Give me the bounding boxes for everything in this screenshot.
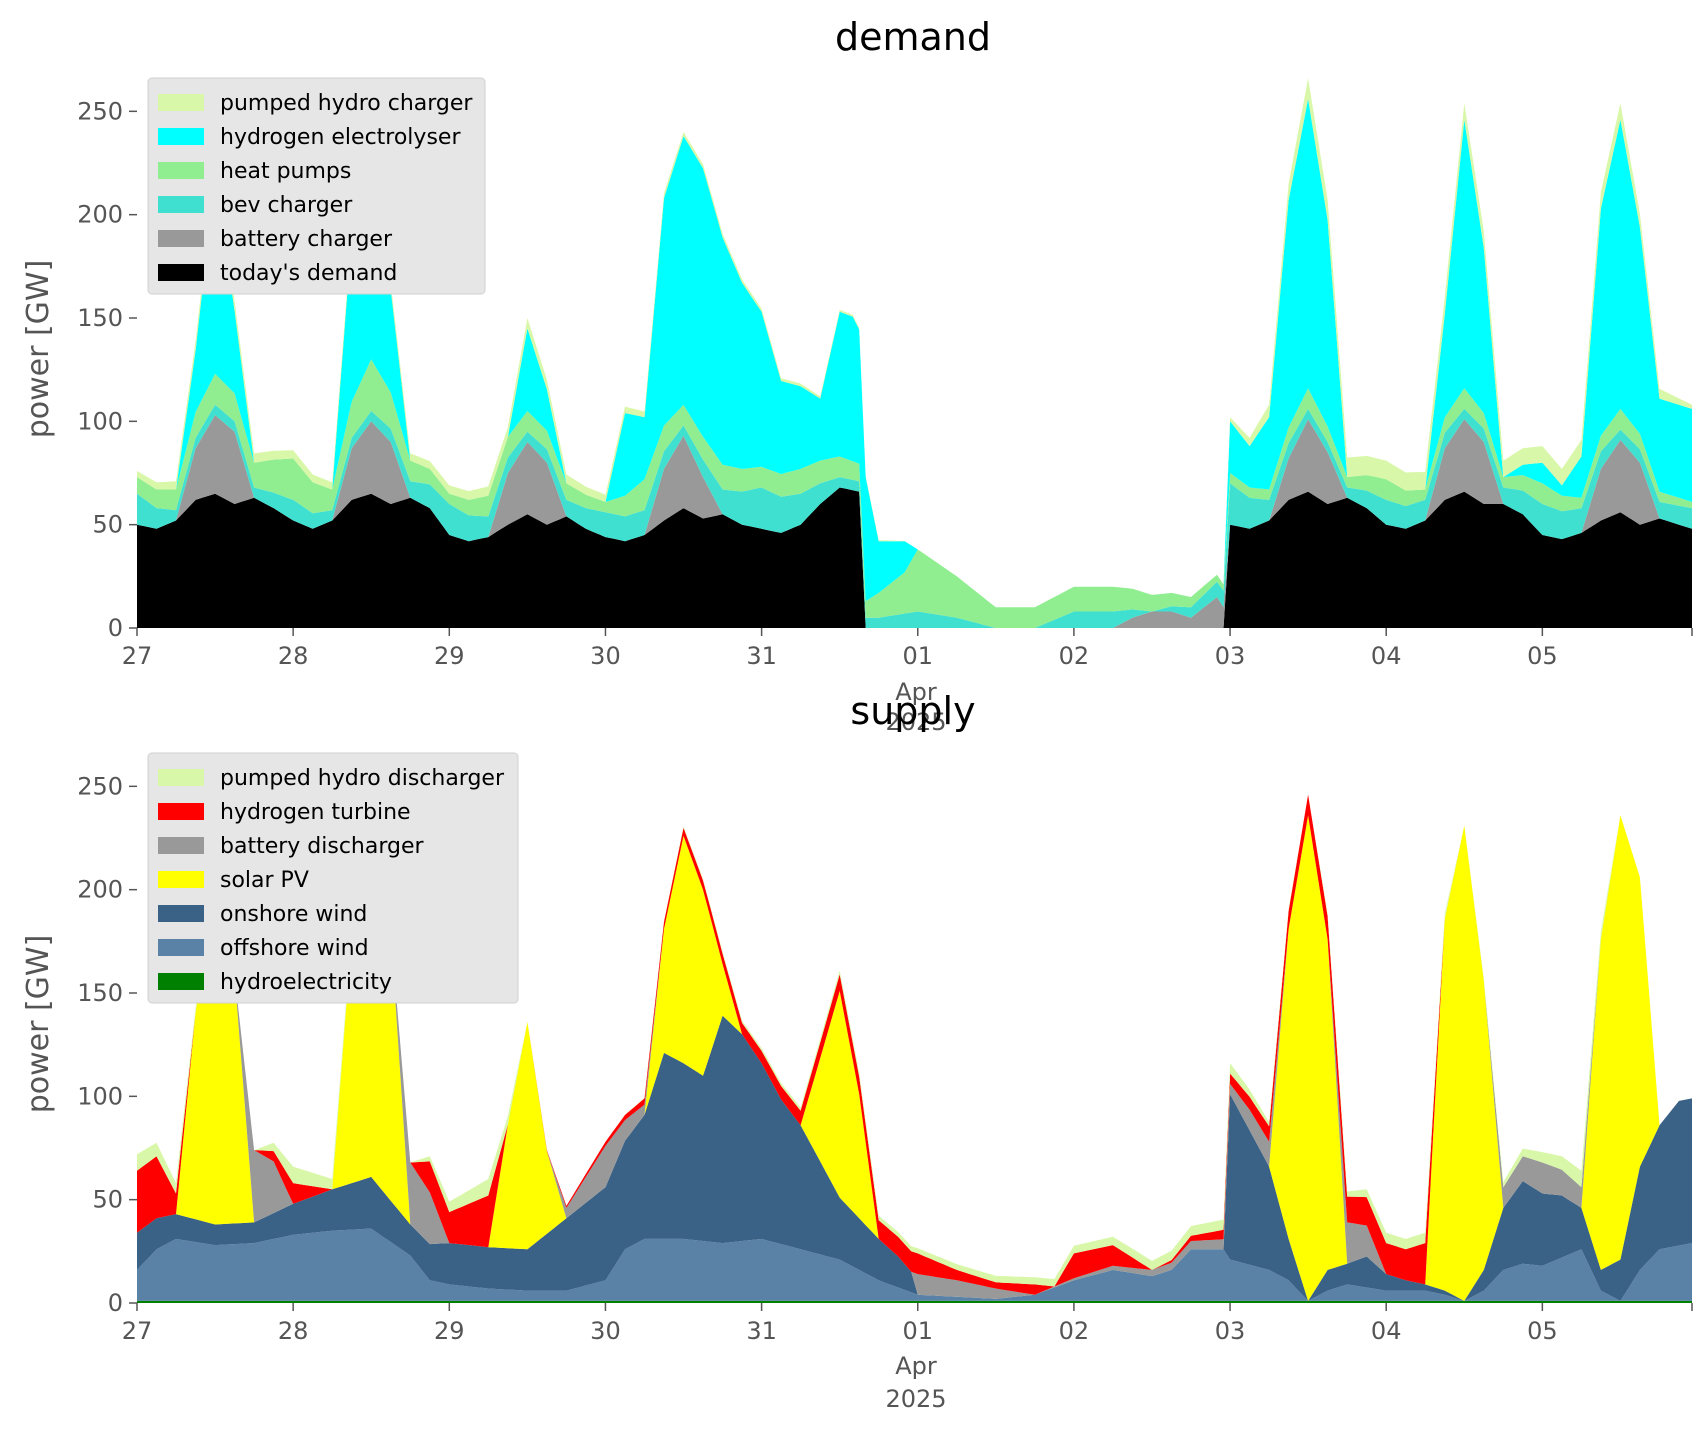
y-tick-label: 0 (108, 614, 123, 642)
x-tick-label: 28 (278, 1317, 309, 1345)
supply-x-axis-month: Apr (895, 1352, 937, 1380)
x-tick-label: 30 (590, 642, 621, 670)
x-tick-label: 05 (1527, 642, 1558, 670)
x-tick-label: 29 (434, 642, 465, 670)
legend-swatch-hydrogen-turbine (158, 803, 204, 820)
area-hydrogen-electrolyser (137, 98, 1692, 608)
supply-stack-areas (137, 773, 1692, 1303)
y-tick-label: 250 (77, 97, 123, 125)
legend-swatch-pumped-hydro-discharger (158, 769, 204, 786)
x-tick-label: 27 (122, 642, 153, 670)
legend-swatch-solar-pv (158, 871, 204, 888)
legend-label-onshore-wind: onshore wind (220, 902, 367, 927)
area-bev-charger (137, 404, 1692, 628)
x-tick-label: 30 (590, 1317, 621, 1345)
legend-swatch-pumped-hydro-charger (158, 94, 204, 111)
demand-panel: demand 27 28 29 30 31 01 02 03 04 05 0 50 100 150 200… (21, 15, 1693, 736)
area-solar-pv (137, 773, 1692, 1301)
area-offshore-wind (137, 1228, 1692, 1301)
x-tick-label: 31 (746, 642, 777, 670)
x-tick-label: 02 (1059, 1317, 1090, 1345)
legend-swatch-battery-charger (158, 230, 204, 247)
legend-label-today-s-demand: today's demand (220, 261, 397, 286)
y-tick-label: 100 (77, 407, 123, 435)
demand-x-axis-year: 2025 (885, 708, 946, 736)
demand-y-axis: 0 50 100 150 200 250 (77, 97, 137, 642)
legend-label-battery-discharger: battery discharger (220, 834, 425, 859)
legend-swatch-hydrogen-electrolyser (158, 128, 204, 145)
legend-swatch-hydroelectricity (158, 973, 204, 990)
y-tick-label: 150 (77, 304, 123, 332)
demand-y-axis-label: power [GW] (21, 260, 56, 439)
legend-label-battery-charger: battery charger (220, 227, 393, 252)
x-tick-label: 31 (746, 1317, 777, 1345)
y-tick-label: 100 (77, 1082, 123, 1110)
x-tick-label: 01 (902, 642, 933, 670)
y-tick-label: 50 (92, 1186, 123, 1214)
legend-label-pumped-hydro-discharger: pumped hydro discharger (220, 766, 505, 791)
legend-box (147, 752, 519, 1004)
legend-label-hydrogen-electrolyser: hydrogen electrolyser (220, 125, 461, 150)
chart-title-supply: supply (850, 689, 975, 733)
area-heat-pumps (137, 359, 1692, 628)
y-tick-label: 250 (77, 772, 123, 800)
legend-box (147, 77, 486, 295)
supply-y-axis: 0 50 100 150 200 250 (77, 772, 137, 1317)
legend-swatch-bev-charger (158, 196, 204, 213)
legend-swatch-offshore-wind (158, 939, 204, 956)
y-tick-label: 200 (77, 201, 123, 229)
x-tick-label: 28 (278, 642, 309, 670)
area-today-s-demand (137, 487, 1692, 628)
x-tick-label: 01 (902, 1317, 933, 1345)
area-battery-charger (137, 415, 1692, 628)
x-tick-label: 04 (1371, 1317, 1402, 1345)
legend-label-bev-charger: bev charger (220, 193, 353, 218)
legend-swatch-heat-pumps (158, 162, 204, 179)
area-hydroelectricity (137, 1300, 1692, 1303)
supply-x-axis-year: 2025 (885, 1385, 946, 1413)
y-tick-label: 50 (92, 511, 123, 539)
y-tick-label: 0 (108, 1289, 123, 1317)
x-tick-label: 05 (1527, 1317, 1558, 1345)
demand-x-axis-month: Apr (895, 678, 937, 706)
supply-x-axis: 27 28 29 30 31 01 02 03 04 05 (122, 1303, 1693, 1345)
x-tick-label: 04 (1371, 642, 1402, 670)
supply-panel: supply 27 28 29 30 31 01 02 03 04 05 0 50 100 150 200… (21, 689, 1693, 1413)
y-tick-label: 200 (77, 876, 123, 904)
legend-label-hydrogen-turbine: hydrogen turbine (220, 800, 411, 825)
legend-label-heat-pumps: heat pumps (220, 159, 351, 184)
x-tick-label: 03 (1215, 642, 1246, 670)
x-tick-label: 03 (1215, 1317, 1246, 1345)
x-tick-label: 29 (434, 1317, 465, 1345)
x-tick-label: 27 (122, 1317, 153, 1345)
demand-stack-areas (137, 78, 1692, 628)
supply-legend: pumped hydro discharger hydrogen turbine b… (147, 752, 519, 1004)
demand-x-axis: 27 28 29 30 31 01 02 03 04 05 (122, 628, 1693, 670)
legend-swatch-today-s-demand (158, 264, 204, 281)
legend-label-pumped-hydro-charger: pumped hydro charger (220, 91, 473, 116)
legend-swatch-battery-discharger (158, 837, 204, 854)
x-tick-label: 02 (1059, 642, 1090, 670)
supply-y-axis-label: power [GW] (21, 935, 56, 1114)
legend-label-solar-pv: solar PV (220, 868, 309, 893)
y-tick-label: 150 (77, 979, 123, 1007)
demand-legend: pumped hydro charger hydrogen electrolyse… (147, 77, 486, 295)
chart-title-demand: demand (835, 15, 991, 59)
legend-label-offshore-wind: offshore wind (220, 936, 369, 961)
legend-label-hydroelectricity: hydroelectricity (220, 970, 392, 995)
legend-swatch-onshore-wind (158, 905, 204, 922)
